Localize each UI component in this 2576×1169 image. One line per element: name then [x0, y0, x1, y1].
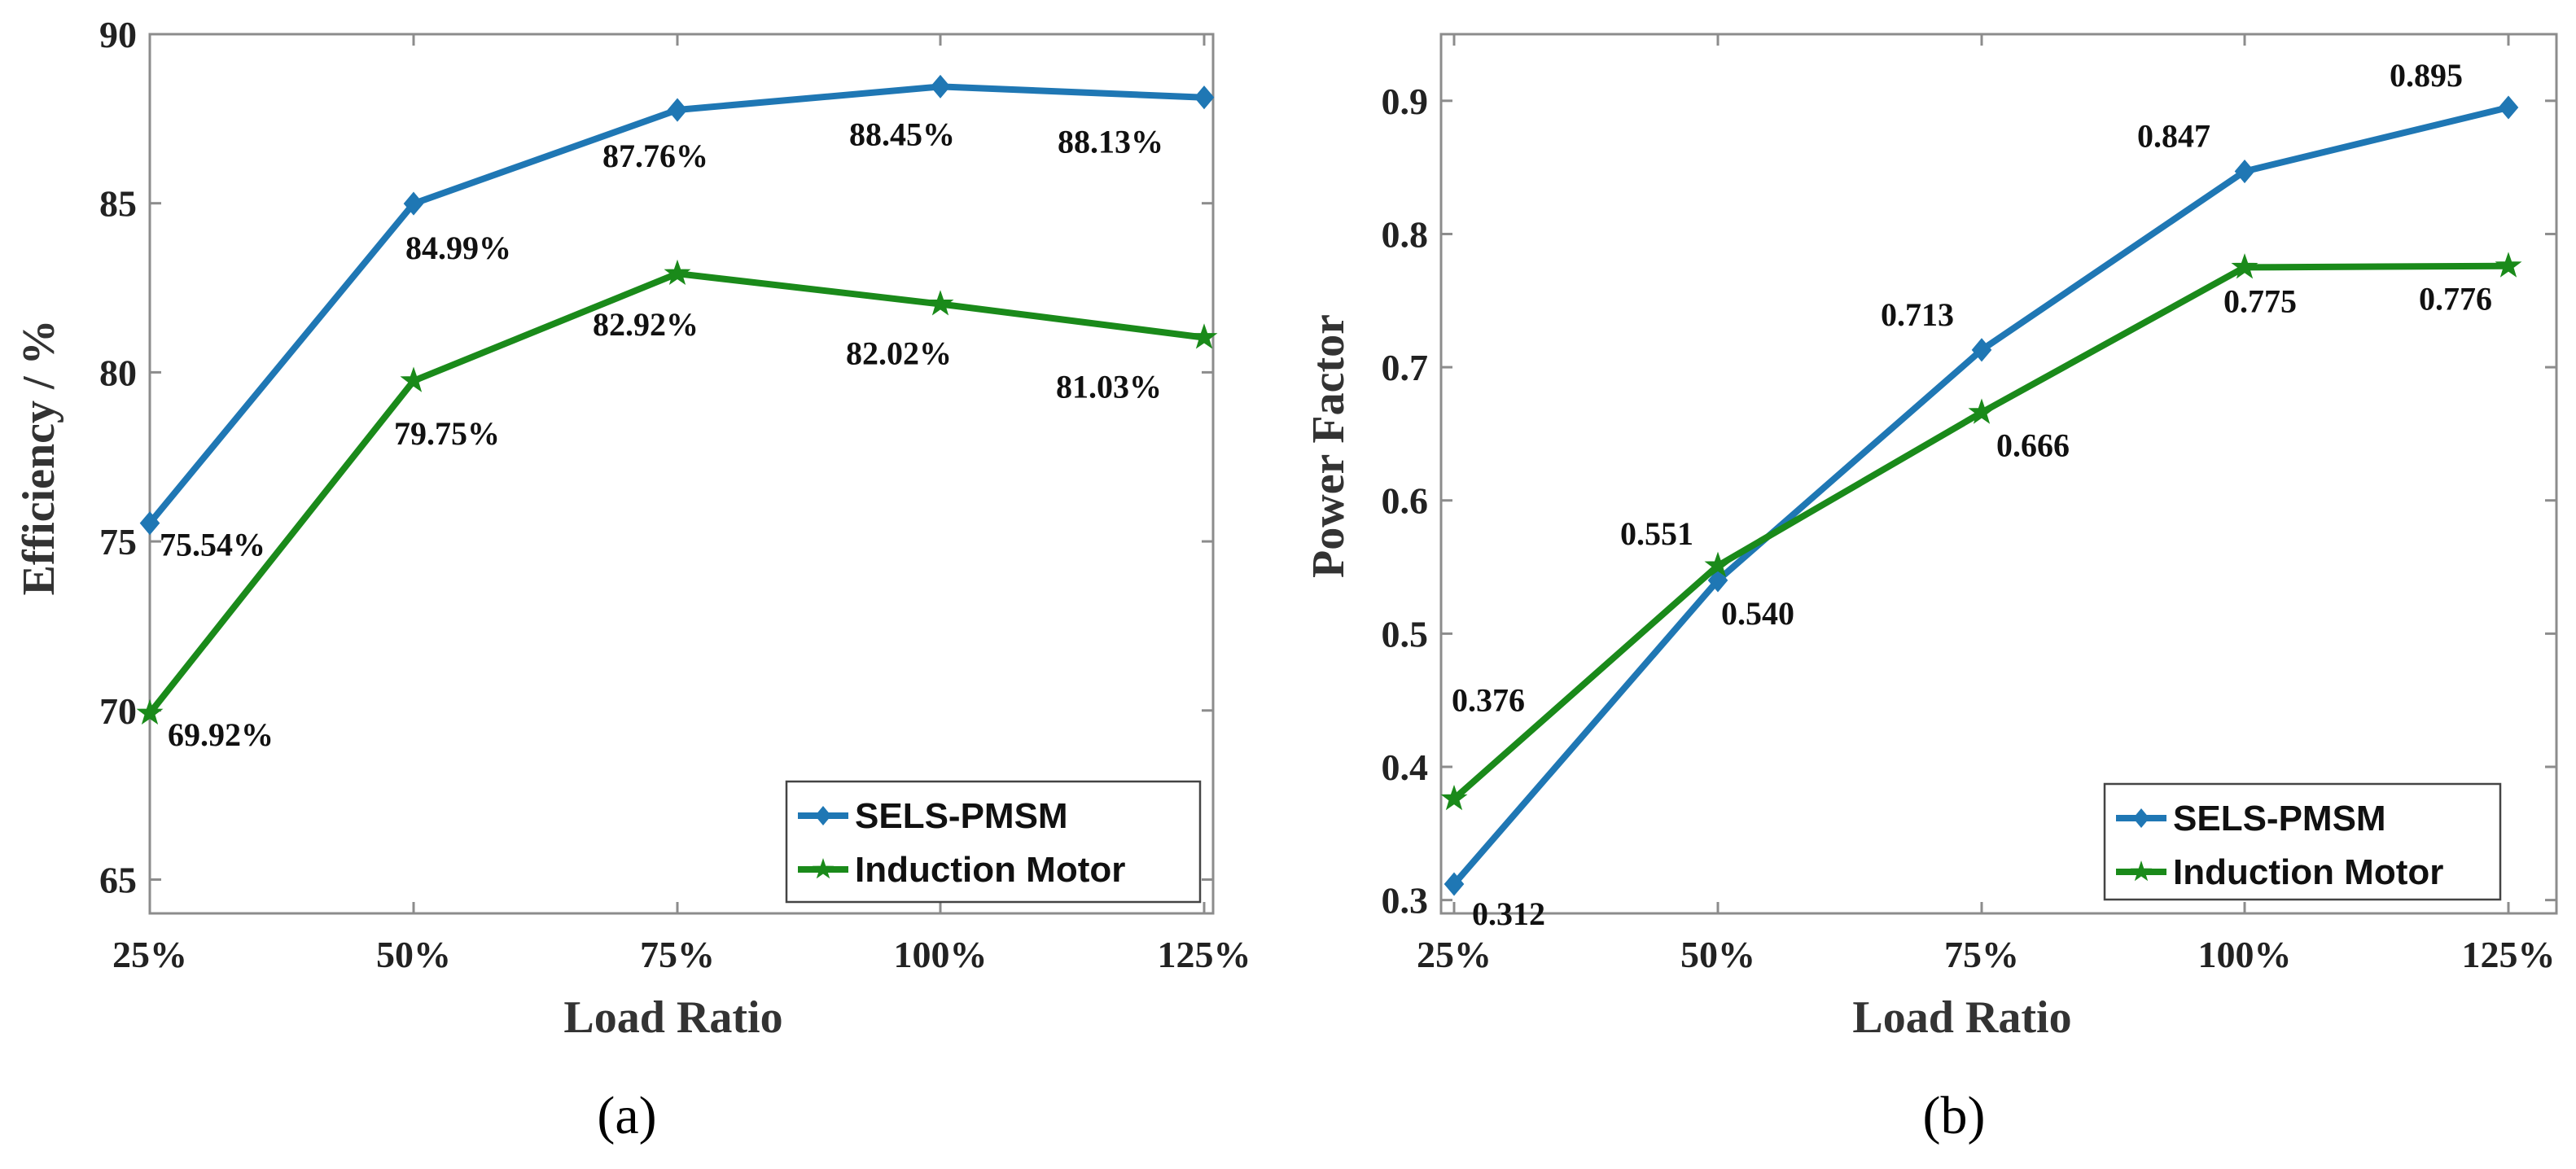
- panel-a-induction-motor-marker: [664, 259, 691, 286]
- panel-a-legend-box: [785, 780, 1202, 904]
- panel-a-sels-pmsm-data-label: 88.13%: [1058, 124, 1163, 160]
- panel-a-induction-motor-marker: [1190, 323, 1218, 349]
- panel-a-xtick-label: 100%: [894, 934, 988, 975]
- panel-b-ylabel: Power Factor: [1303, 314, 1354, 578]
- panel-a-ytick-label: 85: [99, 183, 137, 225]
- panel-b-sels-pmsm-data-label: 0.713: [1881, 296, 1954, 333]
- panel-a-induction-motor-data-label: 82.92%: [593, 306, 699, 343]
- panel-b-induction-motor-marker: [2231, 253, 2258, 279]
- panel-b-sels-pmsm-data-label: 0.312: [1472, 895, 1545, 932]
- panel-b-ytick-label: 0.3: [1382, 880, 1429, 922]
- panel-b-legend-box: [2103, 782, 2502, 901]
- panel-a-induction-motor-marker: [136, 698, 164, 725]
- panel-b-induction-motor-marker: [1704, 551, 1732, 577]
- panel-a-sels-pmsm-marker: [667, 98, 688, 122]
- panel-b-induction-motor-data-label: 0.551: [1620, 515, 1693, 552]
- panel-b-induction-motor-data-label: 0.666: [1996, 427, 2070, 464]
- panel-a: Efficiency / % Load Ratio (a) 65 70 75 80 85…: [14, 14, 1251, 1145]
- panel-b-induction-motor-data-label: 0.776: [2419, 281, 2492, 317]
- panel-a-sels-pmsm-data-label: 84.99%: [405, 230, 511, 266]
- panel-b-ytick-label: 0.4: [1382, 746, 1429, 788]
- panel-b-plot-frame: [1439, 33, 2558, 915]
- panel-a-induction-motor-marker: [400, 366, 427, 392]
- panel-a-ytick-label: 65: [99, 859, 137, 900]
- panel-b-sels-pmsm-data-label: 0.895: [2390, 57, 2463, 94]
- panel-a-induction-motor-marker: [927, 290, 954, 316]
- panel-b-xtick-label: 75%: [1944, 934, 2019, 975]
- panel-a-ytick-label: 90: [99, 14, 137, 55]
- panel-b-legend-sels-pmsm-label: SELS-PMSM: [2173, 799, 2386, 838]
- panel-a-xtick-label: 50%: [376, 934, 451, 975]
- panel-a-plot-frame: [148, 33, 1215, 915]
- panel-b-legend-induction-motor-marker: [2130, 860, 2153, 882]
- panel-a-sels-pmsm-marker: [1194, 85, 1215, 110]
- panel-b: Power Factor Load Ratio (b) 0.3 0.4 0.5 0.6…: [1303, 33, 2558, 1145]
- panel-a-ylabel: Efficiency / %: [14, 319, 64, 595]
- panel-b-sels-pmsm-data-label: 0.540: [1721, 595, 1794, 632]
- panel-b-sels-pmsm-marker: [2234, 159, 2255, 184]
- panel-b-induction-motor-marker: [1968, 398, 1996, 424]
- panel-a-sels-pmsm-marker: [139, 511, 160, 536]
- panel-b-ytick-label: 0.7: [1382, 347, 1429, 388]
- panel-b-xlabel: Load Ratio: [1852, 992, 2071, 1043]
- panel-a-induction-motor-data-label: 82.02%: [846, 335, 952, 371]
- panel-a-xtick-label: 25%: [112, 934, 187, 975]
- panel-a-caption: (a): [597, 1086, 656, 1145]
- panel-b-xtick-label: 100%: [2198, 934, 2292, 975]
- panel-b-ytick-label: 0.6: [1382, 480, 1429, 522]
- panel-a-xtick-label: 75%: [640, 934, 715, 975]
- panel-b-sels-pmsm-marker: [1971, 338, 1992, 362]
- panel-a-ytick-label: 75: [99, 521, 137, 563]
- panel-b-legend-induction-motor-label: Induction Motor: [2173, 852, 2443, 892]
- panel-b-xtick-label: 125%: [2462, 934, 2556, 975]
- panel-a-xtick-label: 125%: [1158, 934, 1251, 975]
- panel-a-ytick-label: 70: [99, 690, 137, 732]
- panel-b-xtick-label: 50%: [1680, 934, 1755, 975]
- panel-b-ytick-label: 0.5: [1382, 613, 1429, 655]
- panel-b-caption: (b): [1923, 1086, 1986, 1145]
- panel-b-sels-pmsm-line: [1451, 104, 2509, 887]
- panel-a-induction-motor-data-label: 79.75%: [394, 415, 500, 452]
- panel-b-ytick-label: 0.8: [1382, 213, 1429, 255]
- panel-b-sels-pmsm-marker: [1707, 568, 1728, 593]
- panel-a-legend-sels-pmsm-marker: [815, 806, 831, 825]
- panel-a-sels-pmsm-marker: [930, 74, 951, 99]
- panel-a-induction-motor-data-label: 81.03%: [1056, 369, 1162, 405]
- panel-b-induction-motor-data-label: 0.775: [2223, 282, 2297, 319]
- panel-a-legend-induction-motor-marker: [812, 858, 835, 879]
- panel-b-xtick-label: 25%: [1417, 934, 1492, 975]
- panel-b-ytick-label: 0.9: [1382, 81, 1429, 122]
- panel-b-sels-pmsm-marker: [2498, 95, 2519, 120]
- panel-a-legend-sels-pmsm-label: SELS-PMSM: [855, 796, 1068, 836]
- panel-b-induction-motor-marker: [2495, 252, 2522, 278]
- panel-a-ytick-label: 80: [99, 352, 137, 393]
- panel-a-xlabel: Load Ratio: [563, 992, 782, 1043]
- panel-b-sels-pmsm-data-label: 0.847: [2137, 118, 2210, 155]
- panel-a-sels-pmsm-data-label: 75.54%: [160, 527, 265, 563]
- panel-a-sels-pmsm-marker: [403, 191, 424, 216]
- panel-a-legend-induction-motor-label: Induction Motor: [855, 850, 1125, 890]
- panel-b-legend-sels-pmsm-marker: [2133, 808, 2149, 828]
- panel-b-induction-motor-marker: [1440, 785, 1468, 811]
- panel-a-sels-pmsm-data-label: 88.45%: [849, 116, 955, 152]
- panel-b-induction-motor-data-label: 0.376: [1452, 681, 1525, 718]
- panel-a-sels-pmsm-data-label: 87.76%: [602, 138, 708, 174]
- panel-b-sels-pmsm-marker: [1444, 872, 1465, 896]
- panel-a-induction-motor-data-label: 69.92%: [168, 716, 274, 753]
